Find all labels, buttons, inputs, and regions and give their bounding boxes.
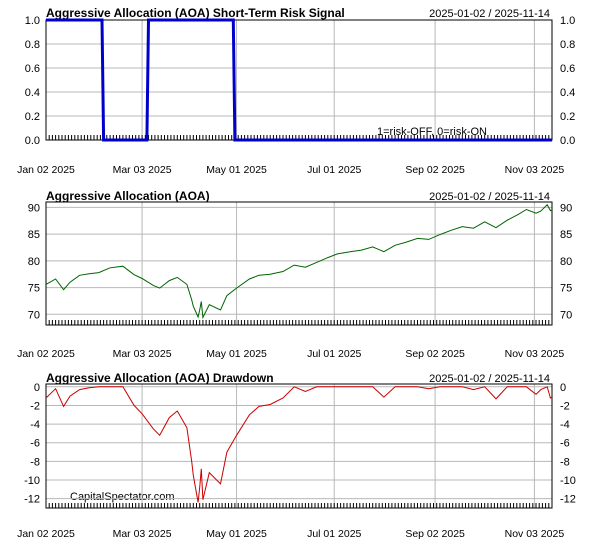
drawdown-y-tick-label-right: -10 (560, 475, 576, 487)
risk-signal-date-tick-label: Jan 02 2025 (17, 164, 75, 176)
drawdown-y-tick-label-right: 0 (560, 382, 566, 394)
price-title: Aggressive Allocation (AOA) (46, 189, 210, 203)
price-y-tick-label-left: 70 (28, 309, 40, 321)
drawdown-date-tick-label: May 01 2025 (206, 528, 267, 540)
risk-signal-date-tick-label: Jul 01 2025 (307, 164, 361, 176)
drawdown-date-tick-label: Sep 02 2025 (405, 528, 465, 540)
risk-signal-title: Aggressive Allocation (AOA) Short-Term R… (46, 6, 345, 20)
risk-signal-date-tick-label: May 01 2025 (206, 164, 267, 176)
price-date-tick-label: May 01 2025 (206, 348, 267, 360)
price-date-tick-label: Jan 02 2025 (17, 348, 75, 360)
risk-signal-plot-frame (45, 19, 553, 141)
risk-signal-series-line (46, 18, 552, 142)
drawdown-y-tick-label-right: -6 (560, 438, 570, 450)
risk-signal-y-tick-label-right: 0.2 (560, 111, 575, 123)
drawdown-title: Aggressive Allocation (AOA) Drawdown (46, 371, 274, 385)
price-y-tick-label-left: 90 (28, 202, 40, 214)
price-y-tick-label-left: 75 (28, 283, 40, 295)
drawdown-y-tick-label-right: -2 (560, 400, 570, 412)
risk-signal-legend-note: 1=risk-OFF, 0=risk-ON (377, 126, 487, 138)
risk-signal-panel: Aggressive Allocation (AOA) Short-Term R… (17, 6, 575, 176)
risk-signal-y-tick-label-left: 0.2 (25, 111, 40, 123)
price-date-tick-label: Mar 03 2025 (113, 348, 172, 360)
price-date-tick-label: Jul 01 2025 (307, 348, 361, 360)
drawdown-date-range: 2025-01-02 / 2025-11-14 (429, 373, 550, 385)
risk-signal-y-tick-label-left: 0.0 (25, 135, 40, 147)
drawdown-y-tick-label-left: 0 (34, 382, 40, 394)
price-series-line (45, 203, 553, 320)
price-date-tick-label: Sep 02 2025 (405, 348, 465, 360)
price-date-tick-label: Nov 03 2025 (505, 348, 565, 360)
drawdown-date-tick-label: Nov 03 2025 (505, 528, 565, 540)
price-y-tick-label-right: 85 (560, 229, 572, 241)
drawdown-date-tick-label: Jan 02 2025 (17, 528, 75, 540)
drawdown-y-tick-label-left: -10 (24, 475, 40, 487)
drawdown-plot-frame (45, 383, 553, 509)
risk-signal-y-tick-label-left: 0.6 (25, 63, 40, 75)
drawdown-series-line (45, 386, 553, 503)
price-plot-frame (45, 201, 553, 326)
drawdown-y-tick-label-left: -12 (24, 494, 40, 506)
price-y-tick-label-right: 70 (560, 309, 572, 321)
drawdown-day-tick-marks (45, 503, 553, 508)
drawdown-y-tick-label-left: -6 (30, 438, 40, 450)
risk-signal-y-tick-label-left: 0.8 (25, 39, 40, 51)
risk-signal-y-tick-label-right: 1.0 (560, 15, 575, 27)
risk-signal-date-tick-label: Mar 03 2025 (113, 164, 172, 176)
price-y-tick-label-right: 75 (560, 283, 572, 295)
risk-signal-date-range: 2025-01-02 / 2025-11-14 (429, 8, 550, 20)
drawdown-date-tick-label: Mar 03 2025 (113, 528, 172, 540)
price-panel: Aggressive Allocation (AOA) 2025-01-02 /… (17, 189, 572, 360)
price-y-tick-label-right: 80 (560, 256, 572, 268)
risk-signal-y-tick-label-right: 0.6 (560, 63, 575, 75)
risk-signal-y-tick-label-left: 1.0 (25, 15, 40, 27)
risk-signal-date-tick-label: Sep 02 2025 (405, 164, 465, 176)
drawdown-date-tick-label: Jul 01 2025 (307, 528, 361, 540)
risk-signal-y-tick-label-right: 0.8 (560, 39, 575, 51)
drawdown-y-tick-label-left: -4 (30, 419, 40, 431)
drawdown-panel: Aggressive Allocation (AOA) Drawdown 202… (17, 371, 576, 540)
price-y-tick-label-left: 85 (28, 229, 40, 241)
price-y-tick-label-right: 90 (560, 202, 572, 214)
price-date-range: 2025-01-02 / 2025-11-14 (429, 191, 550, 203)
risk-signal-y-tick-label-left: 0.4 (25, 87, 40, 99)
drawdown-y-tick-label-right: -12 (560, 494, 576, 506)
price-y-tick-label-left: 80 (28, 256, 40, 268)
risk-signal-y-tick-label-right: 0.0 (560, 135, 575, 147)
risk-signal-date-tick-label: Nov 03 2025 (505, 164, 565, 176)
risk-signal-day-tick-marks (45, 135, 553, 140)
risk-signal-y-tick-label-right: 0.4 (560, 87, 575, 99)
price-day-tick-marks (45, 320, 553, 325)
watermark-text: CapitalSpectator.com (70, 491, 175, 503)
drawdown-y-tick-label-left: -8 (30, 456, 40, 468)
drawdown-y-tick-label-right: -8 (560, 456, 570, 468)
drawdown-y-tick-label-left: -2 (30, 400, 40, 412)
drawdown-y-tick-label-right: -4 (560, 419, 570, 431)
